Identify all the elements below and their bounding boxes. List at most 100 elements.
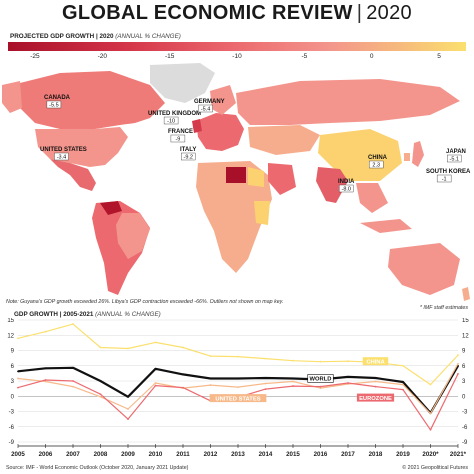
data-point	[44, 379, 47, 381]
map-arabia	[268, 163, 296, 195]
x-tick-label: 2021*	[450, 451, 467, 458]
map-value-box	[369, 160, 384, 169]
chart-subtitle: (ANNUAL % CHANGE)	[95, 311, 161, 318]
data-point	[347, 376, 349, 378]
data-point	[17, 337, 19, 340]
title-separator: |	[356, 2, 363, 24]
map-value: -5.1	[450, 157, 459, 163]
color-scale-tick: -20	[97, 53, 107, 60]
data-point	[237, 386, 239, 388]
data-point	[264, 388, 267, 391]
data-point	[457, 372, 459, 375]
x-tick-label: 2019	[396, 451, 410, 458]
data-point	[154, 367, 157, 370]
map-australia	[388, 243, 460, 295]
data-point	[292, 380, 294, 383]
y-tick-label-right: 15	[462, 318, 469, 324]
map-canada	[20, 71, 165, 129]
data-point	[457, 362, 459, 365]
map-label-japan: JAPAN	[446, 149, 466, 155]
y-tick-label-right: 12	[462, 333, 469, 339]
map-greenland	[150, 63, 215, 103]
data-point	[154, 341, 157, 344]
data-point	[127, 408, 129, 410]
map-note: Note: Guyana's GDP growth exceeded 26%. …	[6, 299, 284, 305]
data-point	[402, 388, 404, 391]
map-label-south-korea: SOUTH KOREA	[426, 169, 471, 175]
color-scale-tick: 0	[369, 53, 374, 60]
map-india	[316, 167, 348, 203]
map-value-box	[163, 116, 179, 125]
map-mexico	[50, 159, 96, 191]
legend-title-main: PROJECTED GDP GROWTH | 2020	[10, 33, 114, 40]
data-point	[99, 346, 102, 349]
data-point	[182, 346, 184, 349]
series-label-box	[362, 357, 389, 366]
color-scale-tick: -25	[30, 53, 40, 60]
map-indonesia	[360, 219, 412, 233]
map-africa	[196, 161, 272, 273]
color-scale-ticks: -25 -20 -15 -10 -5 0 5	[0, 53, 474, 63]
map-value-box	[54, 152, 69, 161]
legend-title: PROJECTED GDP GROWTH | 2020 (ANNUAL % CH…	[10, 33, 181, 40]
data-point	[264, 377, 267, 379]
data-point	[17, 370, 19, 373]
data-point	[374, 385, 377, 388]
x-tick-label: 2005	[11, 451, 25, 458]
data-point	[127, 347, 129, 350]
map-new-zealand	[462, 287, 470, 301]
data-point	[209, 384, 212, 386]
map-north-africa-yellow	[248, 167, 264, 187]
y-tick-label-left: 12	[7, 333, 14, 339]
x-tick-label: 2007	[66, 451, 80, 458]
data-point	[182, 373, 184, 376]
y-tick-label-right: -3	[462, 410, 468, 416]
map-libya	[226, 167, 246, 183]
map-value-box	[447, 154, 462, 163]
map-russia	[236, 79, 460, 125]
map-value-box	[436, 174, 452, 183]
map-brazil	[116, 213, 150, 259]
color-scale-tick: -15	[164, 53, 175, 60]
y-tick-label-right: 9	[462, 349, 466, 355]
legend-subtitle: (ANNUAL % CHANGE)	[115, 33, 181, 40]
y-tick-label-right: 3	[462, 379, 466, 385]
data-point	[347, 382, 349, 384]
series-label-box	[356, 393, 395, 402]
title-year: 2020	[366, 2, 412, 24]
chart-title-main: GDP GROWTH | 2005-2021	[14, 311, 94, 318]
data-point	[72, 323, 74, 325]
map-scandinavia	[210, 85, 236, 115]
data-point	[347, 360, 349, 363]
data-point	[319, 387, 322, 390]
data-point	[402, 364, 404, 367]
series-line-world	[17, 365, 459, 415]
x-tick-label: 2020*	[422, 451, 439, 458]
x-tick-label: 2013	[231, 451, 245, 458]
page-title: GLOBAL ECONOMIC REVIEW | 2020	[0, 2, 474, 25]
data-point	[154, 382, 157, 384]
color-scale-tick: -5	[301, 53, 308, 60]
map-value: -1	[442, 177, 447, 183]
x-tick-label: 2015	[286, 451, 300, 458]
y-tick-label-left: 0	[11, 394, 15, 400]
x-tick-label: 2012	[204, 451, 218, 458]
data-point	[182, 386, 184, 389]
y-tick-label-left: -9	[9, 440, 15, 446]
map-value: -10	[167, 119, 175, 125]
map-se-asia	[356, 183, 388, 213]
data-point	[237, 377, 239, 380]
color-scale-bar	[8, 42, 466, 51]
data-point	[292, 377, 294, 380]
series-label: EUROZONE	[359, 396, 392, 402]
data-point	[17, 386, 19, 389]
map-value-box	[170, 134, 186, 143]
data-point	[209, 355, 212, 357]
map-label-canada: CANADA	[44, 95, 71, 101]
y-tick-label-left: 6	[11, 364, 15, 370]
x-tick-label: 2011	[176, 451, 190, 458]
map-label-france: FRANCE	[168, 129, 193, 135]
map-value: 2.3	[372, 163, 380, 169]
series-label: CHINA	[366, 359, 385, 365]
data-point	[17, 377, 19, 380]
